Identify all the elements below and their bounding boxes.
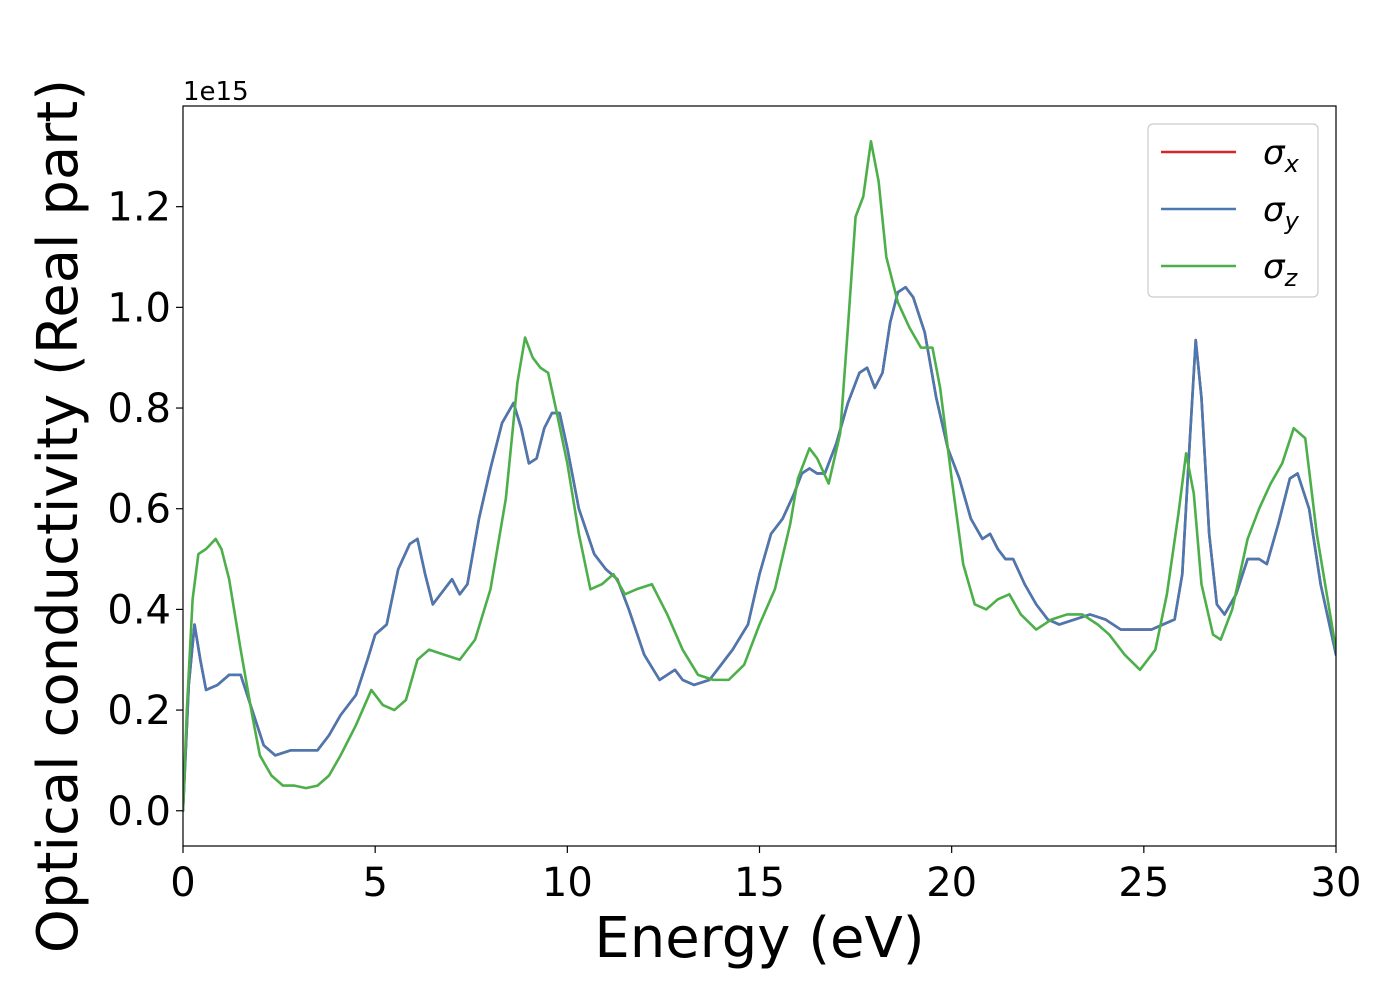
- legend-label-x: σx: [1263, 133, 1300, 178]
- y-tick-label: 0.4: [107, 587, 171, 633]
- legend-box: [1147, 123, 1319, 298]
- y-tick-label: 0.6: [107, 487, 171, 533]
- x-axis: 0 5 10 15 20 25 30: [170, 846, 1361, 906]
- x-tick-label: 0: [170, 860, 195, 906]
- y-axis: 0.0 0.2 0.4 0.6 0.8 1.0 1.2: [107, 185, 183, 835]
- legend: σx σy σz: [1147, 123, 1319, 298]
- x-tick-label: 5: [362, 860, 387, 906]
- y-offset-label: 1e15: [183, 77, 249, 107]
- x-axis-title: Energy (eV): [594, 906, 924, 971]
- x-tick-label: 30: [1311, 860, 1362, 906]
- y-axis-title: Optical conductivity (Real part): [26, 79, 91, 953]
- legend-label-z: σz: [1263, 247, 1299, 292]
- y-tick-label: 0.0: [107, 789, 171, 835]
- y-tick-label: 1.0: [107, 285, 171, 331]
- legend-label-y: σy: [1263, 190, 1300, 235]
- x-tick-label: 15: [734, 860, 785, 906]
- y-tick-label: 0.2: [107, 688, 171, 734]
- series-layer: [183, 139, 1336, 813]
- y-tick-label: 0.8: [107, 386, 171, 432]
- x-tick-label: 25: [1118, 860, 1169, 906]
- x-tick-label: 10: [542, 860, 593, 906]
- series-line-z: [183, 139, 1336, 813]
- y-tick-label: 1.2: [107, 185, 171, 231]
- x-tick-label: 20: [926, 860, 977, 906]
